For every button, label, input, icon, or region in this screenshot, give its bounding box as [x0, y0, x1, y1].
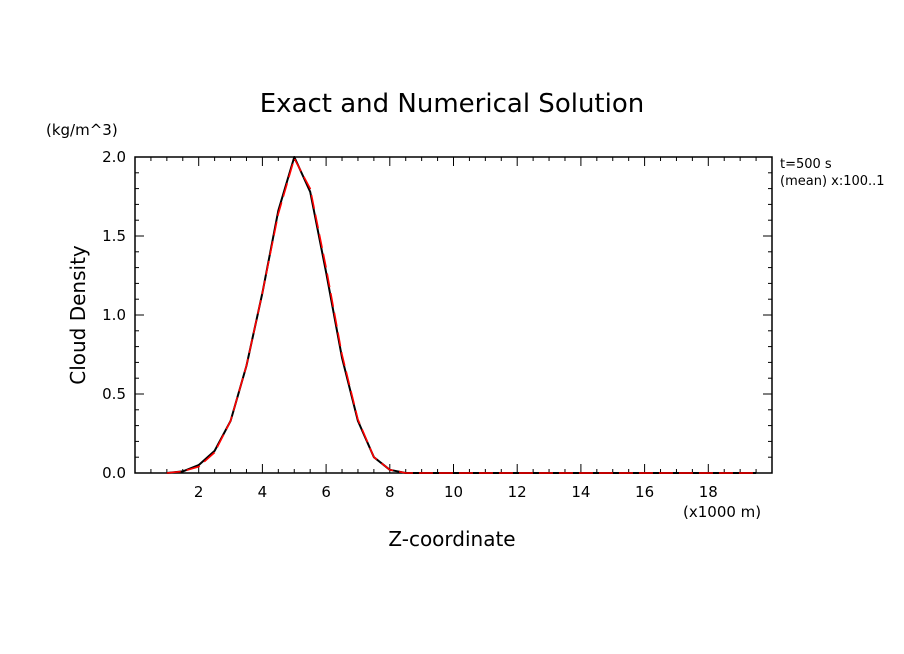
x-tick-label: 10: [444, 483, 463, 501]
x-tick-label: 18: [699, 483, 718, 501]
y-unit-label: (kg/m^3): [46, 121, 118, 139]
y-tick-label: 0.0: [102, 464, 126, 482]
x-unit-label: (x1000 m): [683, 503, 761, 521]
y-tick-label: 1.5: [102, 227, 126, 245]
plot-frame: [134, 156, 773, 474]
numerical-solution-line: [166, 157, 757, 474]
x-tick-label: 8: [385, 483, 395, 501]
y-tick-label: 2.0: [102, 148, 126, 166]
y-tick-label: 1.0: [102, 306, 126, 324]
x-tick-label: 16: [635, 483, 654, 501]
chart-title: Exact and Numerical Solution: [260, 89, 644, 119]
annotation-mean: (mean) x:100..1: [780, 174, 885, 189]
x-tick-label: 4: [258, 483, 268, 501]
x-tick-label: 14: [571, 483, 590, 501]
x-tick-label: 2: [194, 483, 204, 501]
x-axis-label: Z-coordinate: [388, 527, 515, 551]
annotation-time: t=500 s: [780, 157, 832, 172]
plot-area: 2 4 6 8 10 12 14 16 18 0.0 0.5 1.0 1.5 2.0: [102, 148, 773, 501]
x-tick-label: 6: [321, 483, 331, 501]
exact-solution-line: [166, 156, 757, 474]
y-axis-label: Cloud Density: [66, 245, 90, 385]
y-tick-label: 0.5: [102, 385, 126, 403]
x-tick-label: 12: [508, 483, 527, 501]
